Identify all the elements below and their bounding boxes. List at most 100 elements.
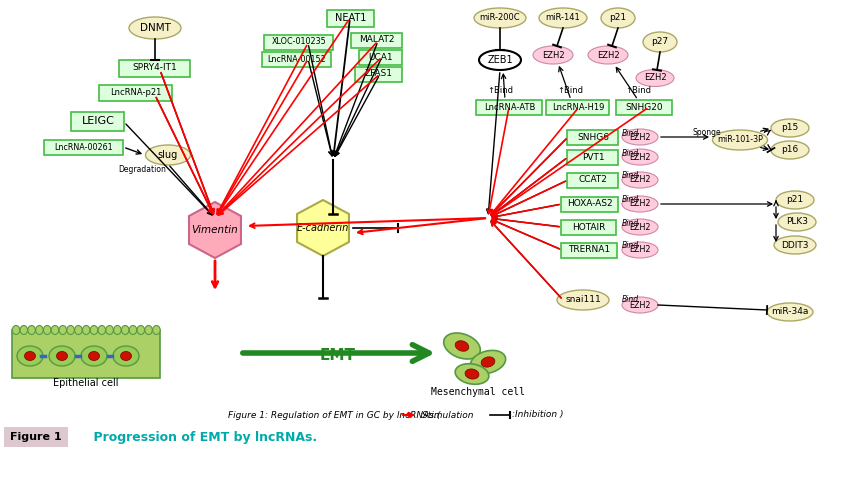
Text: Bind: Bind xyxy=(622,295,638,304)
Ellipse shape xyxy=(622,129,657,145)
Text: Figure 1: Figure 1 xyxy=(10,432,62,442)
Text: snai111: snai111 xyxy=(565,295,600,305)
FancyBboxPatch shape xyxy=(351,32,402,48)
Text: p21: p21 xyxy=(785,196,802,204)
Ellipse shape xyxy=(152,325,160,335)
Text: LncRNA-00261: LncRNA-00261 xyxy=(54,143,113,151)
Text: :Inhibition ): :Inhibition ) xyxy=(511,411,563,419)
Ellipse shape xyxy=(24,351,35,361)
FancyBboxPatch shape xyxy=(616,99,672,115)
Ellipse shape xyxy=(106,325,113,335)
Text: EZH2: EZH2 xyxy=(629,152,650,161)
Ellipse shape xyxy=(600,8,635,28)
Ellipse shape xyxy=(137,325,145,335)
Ellipse shape xyxy=(83,325,90,335)
Ellipse shape xyxy=(455,364,488,384)
Text: Figure 1: Regulation of EMT in GC by lncRNAs.(: Figure 1: Regulation of EMT in GC by lnc… xyxy=(228,411,440,419)
Text: LncRNA-ATB: LncRNA-ATB xyxy=(483,103,535,111)
Ellipse shape xyxy=(480,357,494,367)
Ellipse shape xyxy=(145,325,152,335)
Ellipse shape xyxy=(443,333,480,359)
Ellipse shape xyxy=(474,8,525,28)
Ellipse shape xyxy=(635,69,673,86)
Ellipse shape xyxy=(114,325,121,335)
FancyBboxPatch shape xyxy=(327,10,374,27)
Ellipse shape xyxy=(770,141,808,159)
Text: MALAT2: MALAT2 xyxy=(359,36,394,44)
Text: EZH2: EZH2 xyxy=(629,300,650,309)
Text: EZH2: EZH2 xyxy=(629,245,650,254)
Text: EZH2: EZH2 xyxy=(629,133,650,142)
Ellipse shape xyxy=(777,213,815,231)
Ellipse shape xyxy=(146,145,190,165)
Polygon shape xyxy=(189,202,241,258)
Ellipse shape xyxy=(28,325,35,335)
Text: p15: p15 xyxy=(780,123,797,133)
Ellipse shape xyxy=(43,325,51,335)
Polygon shape xyxy=(297,200,349,256)
Text: Bind: Bind xyxy=(622,129,638,137)
Ellipse shape xyxy=(622,242,657,258)
Text: SPRY4-IT1: SPRY4-IT1 xyxy=(133,64,177,72)
Text: LEIGC: LEIGC xyxy=(82,116,115,126)
Ellipse shape xyxy=(113,346,139,366)
Text: Progression of EMT by lncRNAs.: Progression of EMT by lncRNAs. xyxy=(76,430,317,443)
FancyBboxPatch shape xyxy=(120,59,190,77)
Text: Mesenchymal cell: Mesenchymal cell xyxy=(430,387,524,397)
Ellipse shape xyxy=(121,351,132,361)
Ellipse shape xyxy=(622,297,657,313)
Ellipse shape xyxy=(75,325,82,335)
Text: NEAT1: NEAT1 xyxy=(335,13,366,23)
Ellipse shape xyxy=(773,236,815,254)
Ellipse shape xyxy=(556,290,608,310)
FancyBboxPatch shape xyxy=(561,197,618,212)
Ellipse shape xyxy=(479,50,520,70)
Text: p16: p16 xyxy=(780,146,797,155)
Text: XLOC-010235: XLOC-010235 xyxy=(271,38,326,46)
Ellipse shape xyxy=(57,351,67,361)
Ellipse shape xyxy=(90,325,97,335)
Ellipse shape xyxy=(67,325,74,335)
FancyBboxPatch shape xyxy=(99,84,172,101)
Text: PVT1: PVT1 xyxy=(581,152,604,161)
Text: EZH2: EZH2 xyxy=(596,51,618,59)
Text: Bind: Bind xyxy=(622,196,638,204)
Ellipse shape xyxy=(622,172,657,188)
Ellipse shape xyxy=(49,346,75,366)
FancyBboxPatch shape xyxy=(263,52,331,67)
Ellipse shape xyxy=(35,325,43,335)
Text: EZH2: EZH2 xyxy=(629,175,650,185)
Ellipse shape xyxy=(121,325,129,335)
Text: miR-141: miR-141 xyxy=(545,13,579,23)
Ellipse shape xyxy=(766,303,812,321)
Ellipse shape xyxy=(622,196,657,212)
Ellipse shape xyxy=(622,149,657,165)
Text: ↑Bind: ↑Bind xyxy=(624,86,650,95)
Text: Degradation: Degradation xyxy=(118,165,165,174)
Text: EMT: EMT xyxy=(319,348,356,362)
Ellipse shape xyxy=(59,325,66,335)
Text: CCAT2: CCAT2 xyxy=(578,175,607,185)
Text: Bind: Bind xyxy=(622,172,638,180)
Text: LncRNA-H19: LncRNA-H19 xyxy=(551,103,604,111)
Ellipse shape xyxy=(129,17,181,39)
Text: ↑Bind: ↑Bind xyxy=(556,86,582,95)
Ellipse shape xyxy=(98,325,105,335)
Text: DDIT3: DDIT3 xyxy=(780,241,808,250)
FancyBboxPatch shape xyxy=(567,149,618,164)
Ellipse shape xyxy=(17,346,43,366)
FancyBboxPatch shape xyxy=(4,427,68,447)
Text: EZH2: EZH2 xyxy=(541,51,564,59)
Ellipse shape xyxy=(538,8,586,28)
Text: E-cadherin: E-cadherin xyxy=(296,223,349,233)
FancyBboxPatch shape xyxy=(546,99,609,115)
Ellipse shape xyxy=(51,325,59,335)
Ellipse shape xyxy=(81,346,107,366)
FancyBboxPatch shape xyxy=(12,330,160,378)
Ellipse shape xyxy=(465,369,479,379)
Text: p21: p21 xyxy=(609,13,626,23)
Text: SNHG6: SNHG6 xyxy=(576,133,608,142)
Text: EZH2: EZH2 xyxy=(629,223,650,231)
Text: Bind: Bind xyxy=(622,148,638,158)
Text: Vimentin: Vimentin xyxy=(191,225,238,235)
